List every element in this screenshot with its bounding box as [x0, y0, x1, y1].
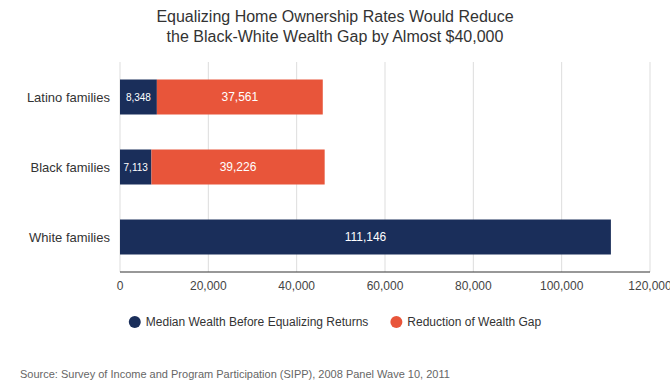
source: Source: Survey of Income and Program Par…: [20, 368, 450, 380]
data-label: 7,113: [124, 162, 149, 173]
legend-label: Reduction of Wealth Gap: [407, 315, 541, 329]
title: Equalizing Home Ownership Rates Would Re…: [156, 8, 513, 45]
data-label: 8,348: [126, 92, 151, 103]
legend-item: Median Wealth Before Equalizing Returns: [129, 315, 369, 329]
bar: [151, 150, 324, 185]
y-tick-label: Black families: [31, 160, 111, 175]
data-label: 111,146: [345, 230, 387, 244]
x-tick-label: 120,000: [628, 279, 670, 293]
grid: [120, 62, 650, 272]
y-tick-label: White families: [29, 230, 110, 245]
legend-item: Reduction of Wealth Gap: [390, 315, 541, 329]
y-tick-label: Latino families: [27, 90, 111, 105]
title-line: the Black-White Wealth Gap by Almost $40…: [167, 28, 504, 45]
bar: [120, 80, 157, 115]
legend-marker: [129, 316, 141, 328]
x-tick-label: 100,000: [540, 279, 584, 293]
bar: [610, 220, 611, 255]
x-tick-label: 80,000: [455, 279, 492, 293]
legend: Median Wealth Before Equalizing Returns R…: [129, 315, 542, 329]
x-tick-label: 20,000: [190, 279, 227, 293]
legend-marker: [390, 316, 402, 328]
data-label: 37,561: [221, 90, 258, 104]
bar: [120, 150, 151, 185]
x-tick-label: 60,000: [367, 279, 404, 293]
legend-label: Median Wealth Before Equalizing Returns: [146, 315, 369, 329]
data-label: 39,226: [220, 160, 257, 174]
chart: Equalizing Home Ownership Rates Would Re…: [0, 0, 670, 390]
data-labels: 111,146 7,113 8,348 39,226 37,561: [124, 90, 387, 244]
bar: [120, 220, 611, 255]
grid-line: [650, 62, 651, 272]
bars: [120, 80, 611, 255]
x-axis-line: [120, 271, 650, 272]
bar: [157, 80, 323, 115]
title-line: Equalizing Home Ownership Rates Would Re…: [156, 8, 513, 25]
x-tick-label: 0: [117, 279, 124, 293]
x-tick-label: 40,000: [278, 279, 315, 293]
